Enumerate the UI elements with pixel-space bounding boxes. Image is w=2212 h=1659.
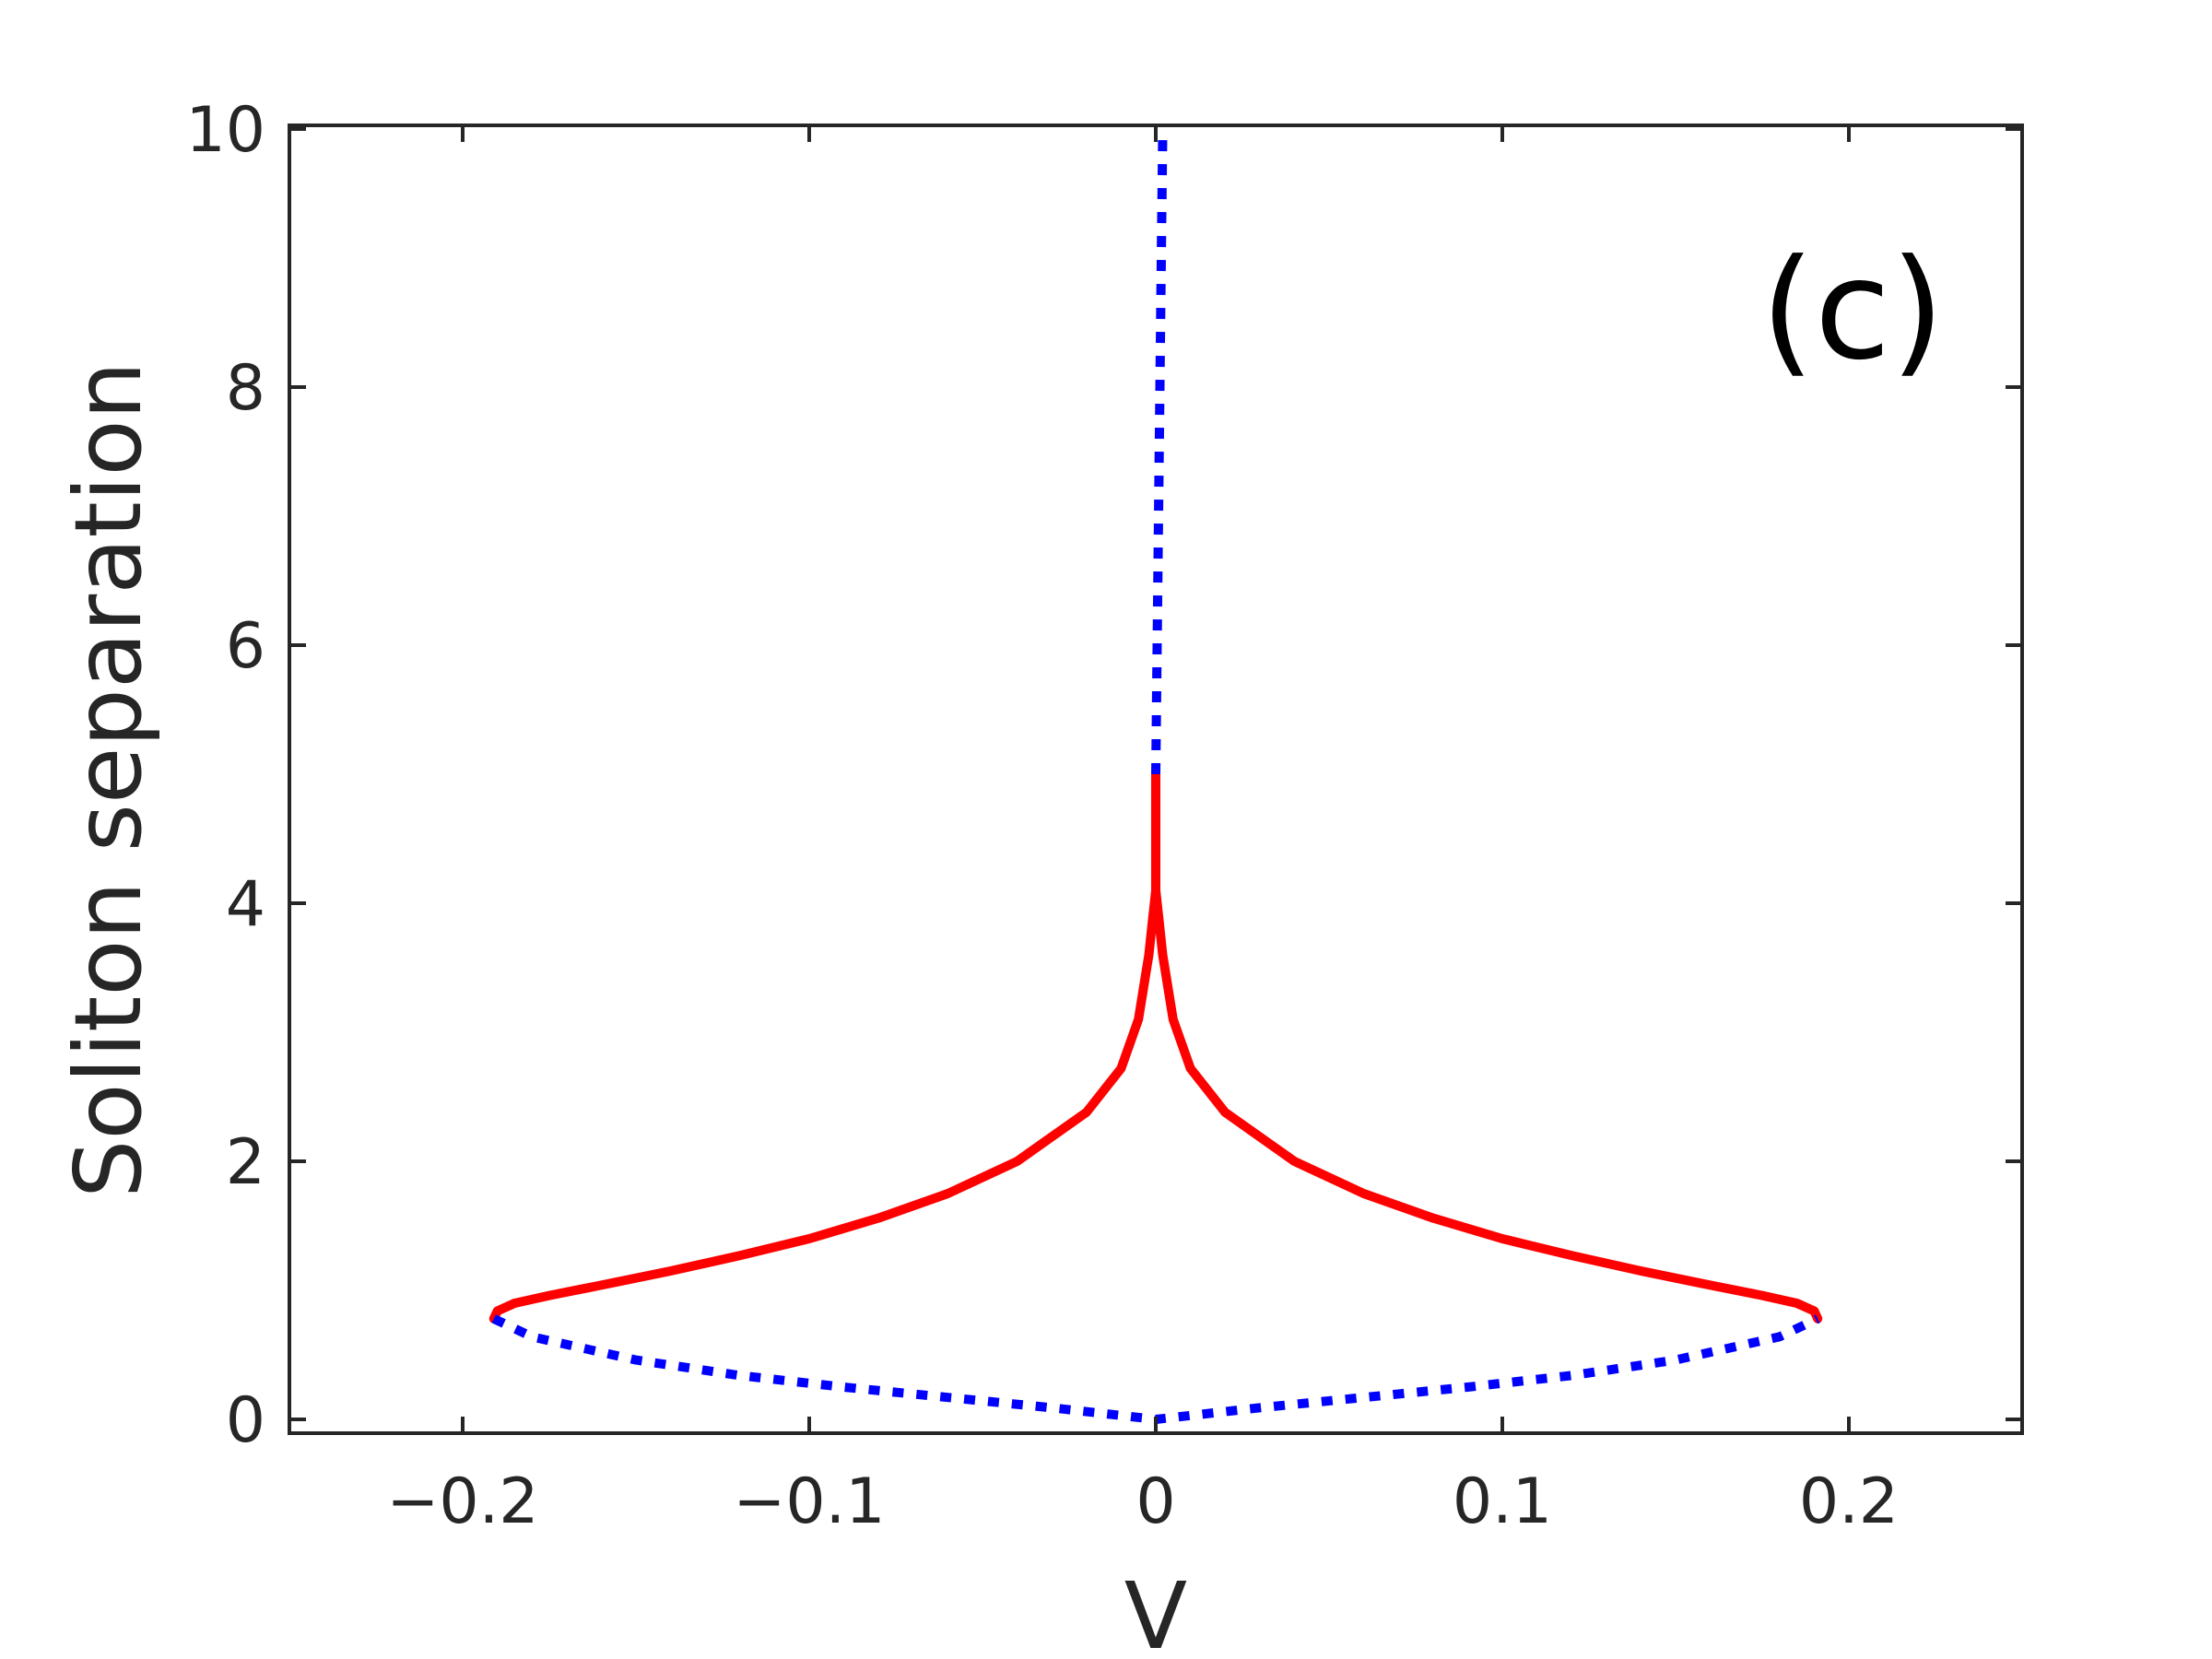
series-line-4 <box>491 1314 1820 1424</box>
x-ticks: −0.2 −0.1 0 0.1 0.2 <box>386 125 1899 1538</box>
y-tick-label: 0 <box>226 1384 265 1457</box>
x-tick-label: 0.2 <box>1799 1465 1899 1538</box>
y-tick-label: 2 <box>226 1126 265 1199</box>
panel-label: (c) <box>1760 230 1945 391</box>
series-line-3 <box>1151 135 1168 775</box>
x-tick-label: 0 <box>1135 1465 1175 1538</box>
series-line-2 <box>1151 886 1823 1324</box>
y-tick-label: 6 <box>226 610 265 683</box>
y-tick-label: 10 <box>185 94 265 167</box>
x-axis-label: V <box>1124 1562 1187 1659</box>
y-ticks: 0 2 4 6 8 10 <box>185 94 2022 1457</box>
y-tick-label: 4 <box>226 868 265 941</box>
x-tick-label: 0.1 <box>1453 1465 1552 1538</box>
y-tick-label: 8 <box>226 352 265 425</box>
x-tick-label: −0.2 <box>386 1465 538 1538</box>
y-axis-label: Soliton separation <box>54 361 162 1198</box>
series-line-1 <box>488 770 1160 1324</box>
x-tick-label: −0.1 <box>733 1465 885 1538</box>
series-layer <box>488 135 1823 1424</box>
